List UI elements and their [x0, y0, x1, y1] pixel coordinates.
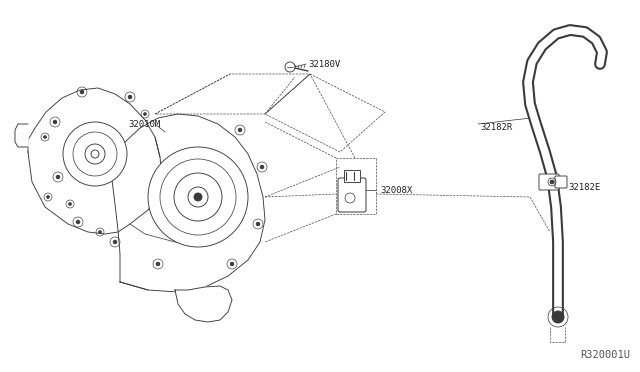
Circle shape	[238, 128, 242, 132]
Circle shape	[260, 165, 264, 169]
Circle shape	[256, 222, 260, 226]
Circle shape	[76, 220, 80, 224]
Circle shape	[113, 240, 117, 244]
Circle shape	[552, 311, 564, 323]
Text: 32180V: 32180V	[308, 60, 340, 68]
Circle shape	[63, 122, 127, 186]
FancyBboxPatch shape	[338, 178, 366, 212]
Polygon shape	[112, 114, 265, 292]
Circle shape	[47, 195, 50, 199]
Polygon shape	[175, 286, 232, 322]
Circle shape	[156, 262, 160, 266]
Polygon shape	[120, 114, 265, 197]
Circle shape	[56, 175, 60, 179]
Circle shape	[230, 262, 234, 266]
Bar	[336, 158, 376, 214]
Circle shape	[148, 147, 248, 247]
Text: 32008X: 32008X	[380, 186, 412, 195]
Text: R320001U: R320001U	[580, 350, 630, 360]
Circle shape	[80, 90, 84, 94]
Text: 32182E: 32182E	[568, 183, 600, 192]
Circle shape	[143, 112, 147, 116]
Circle shape	[53, 120, 57, 124]
Text: 32010M: 32010M	[128, 119, 160, 128]
Bar	[344, 170, 360, 182]
Polygon shape	[28, 88, 162, 234]
Text: 32182R: 32182R	[480, 122, 512, 131]
Circle shape	[128, 95, 132, 99]
Circle shape	[194, 193, 202, 201]
Circle shape	[99, 230, 102, 234]
Circle shape	[550, 180, 554, 184]
Polygon shape	[15, 124, 28, 147]
Circle shape	[44, 135, 47, 139]
Circle shape	[285, 62, 295, 72]
FancyBboxPatch shape	[555, 176, 567, 188]
Circle shape	[68, 202, 72, 206]
FancyBboxPatch shape	[539, 174, 559, 190]
